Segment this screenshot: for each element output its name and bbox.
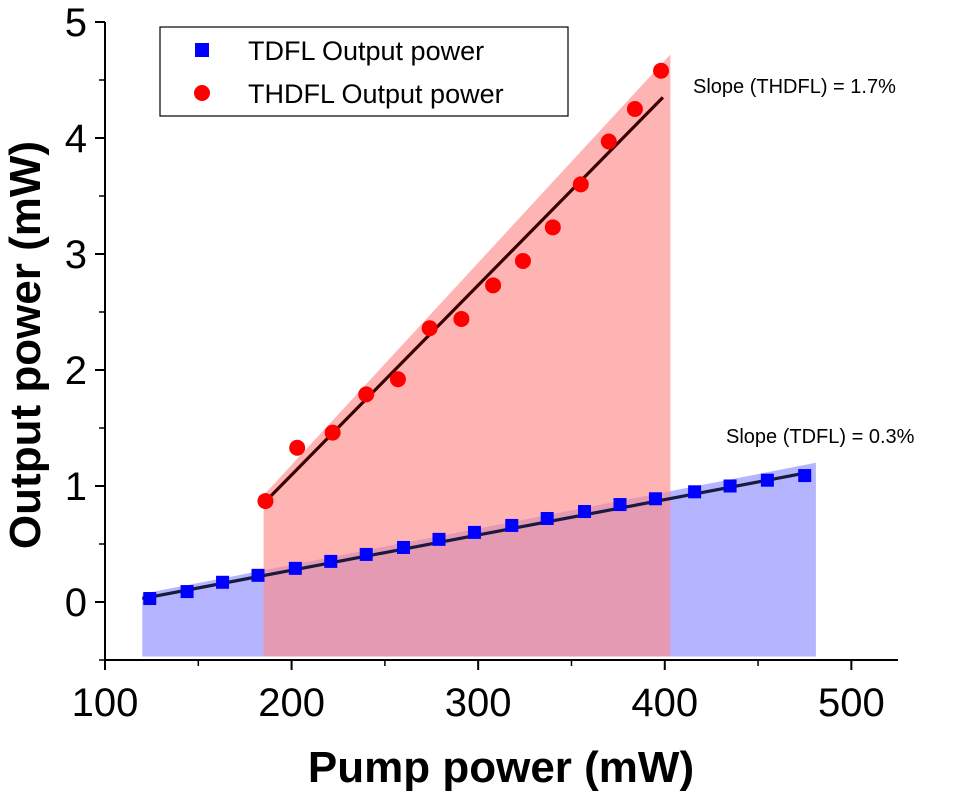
legend-label-tdfl: TDFL Output power xyxy=(248,36,484,66)
legend-box xyxy=(159,26,569,117)
y-tick-label: 2 xyxy=(65,349,87,393)
data-point-thdfl xyxy=(600,133,617,150)
legend: TDFL Output power THDFL Output power xyxy=(159,26,569,117)
data-point-tdfl xyxy=(324,554,338,568)
data-point-thdfl xyxy=(572,176,589,193)
x-tick-label: 500 xyxy=(818,681,885,725)
data-point-tdfl xyxy=(143,592,157,606)
data-point-tdfl xyxy=(688,485,702,499)
legend-marker-thdfl xyxy=(194,85,210,101)
annotation-slope-thdfl: Slope (THDFL) = 1.7% xyxy=(693,76,896,98)
y-tick-label: 1 xyxy=(65,465,87,509)
data-point-tdfl xyxy=(359,547,373,561)
y-tick-label: 5 xyxy=(65,1,87,45)
data-point-tdfl xyxy=(180,585,194,599)
data-point-thdfl xyxy=(626,101,643,117)
data-point-thdfl xyxy=(653,62,670,79)
data-point-tdfl xyxy=(578,505,592,519)
y-tick-label: 4 xyxy=(65,117,87,161)
data-point-tdfl xyxy=(798,469,812,483)
y-tick-label: 3 xyxy=(65,233,87,277)
data-markers xyxy=(143,62,812,606)
data-point-thdfl xyxy=(514,252,531,269)
x-axis-title: Pump power (mW) xyxy=(308,743,694,792)
data-point-tdfl xyxy=(216,575,230,589)
data-point-thdfl xyxy=(257,493,274,510)
data-point-tdfl xyxy=(723,479,737,493)
data-point-tdfl xyxy=(760,473,774,487)
legend-label-thdfl: THDFL Output power xyxy=(248,79,504,109)
data-point-thdfl xyxy=(453,310,470,327)
data-point-tdfl xyxy=(397,540,411,554)
data-point-thdfl xyxy=(358,386,375,403)
data-point-thdfl xyxy=(485,277,502,294)
y-axis-title: Output power (mW) xyxy=(1,141,50,549)
x-tick-label: 200 xyxy=(258,681,325,725)
confidence-bands xyxy=(142,54,816,657)
data-point-tdfl xyxy=(648,492,662,506)
annotation-slope-tdfl: Slope (TDFL) = 0.3% xyxy=(726,426,915,448)
data-point-tdfl xyxy=(613,498,627,512)
data-point-thdfl xyxy=(289,439,306,456)
y-tick-label: 0 xyxy=(65,581,87,625)
data-point-thdfl xyxy=(544,219,561,236)
data-point-tdfl xyxy=(288,561,302,575)
data-point-thdfl xyxy=(324,424,341,441)
band-series-1 xyxy=(263,54,671,657)
x-tick-label: 300 xyxy=(445,681,512,725)
axes: 100 200 300 400 500 0 1 2 3 4 5 xyxy=(65,1,898,725)
data-point-thdfl xyxy=(389,371,406,388)
data-point-tdfl xyxy=(251,568,265,582)
data-point-thdfl xyxy=(421,320,438,337)
x-tick-label: 100 xyxy=(72,681,139,725)
legend-marker-tdfl xyxy=(195,43,209,57)
data-point-tdfl xyxy=(467,525,481,539)
data-point-tdfl xyxy=(505,518,519,532)
x-tick-label: 400 xyxy=(631,681,698,725)
data-point-tdfl xyxy=(432,532,446,546)
data-point-tdfl xyxy=(540,511,554,525)
